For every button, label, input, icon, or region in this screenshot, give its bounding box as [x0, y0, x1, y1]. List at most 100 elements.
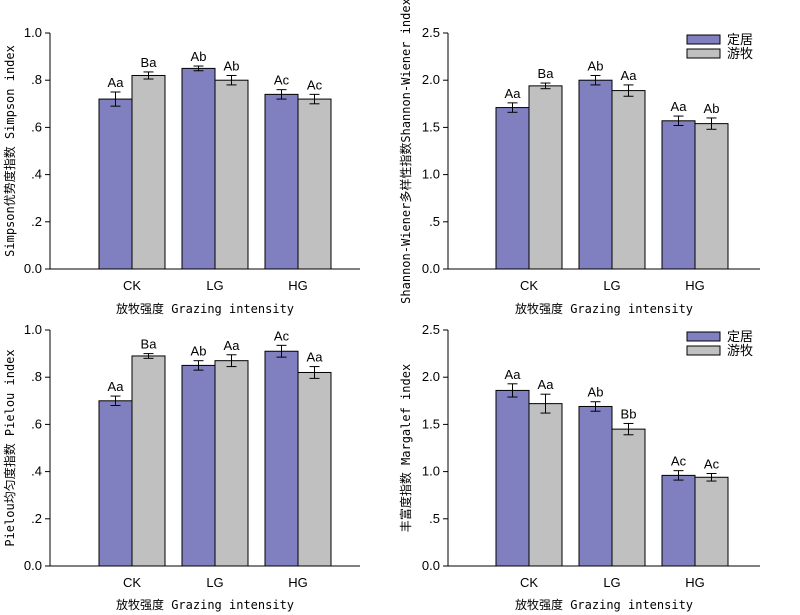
y-tick-label: .4 [31, 167, 42, 182]
significance-label: Aa [307, 350, 324, 365]
x-tick-label: LG [603, 575, 620, 590]
legend-swatch [686, 345, 721, 356]
panel-simpson: 0.0 .2 .4 .6 .8 1.0 Aa Ba CK Ab Ab LG Ac Ac HG 放牧强度 Gra… [2, 25, 360, 316]
y-axis-title: 丰富度指数 Margalef index [398, 364, 413, 532]
bar [578, 405, 613, 567]
bar [181, 364, 216, 567]
x-axis-title: 放牧强度 Grazing intensity [116, 597, 294, 612]
significance-label: Ab [224, 58, 240, 73]
significance-label: Bb [621, 406, 637, 421]
bar [694, 476, 729, 567]
bar [264, 350, 299, 567]
y-tick-label: 1.0 [24, 25, 42, 40]
y-tick-label: 0.0 [422, 558, 440, 573]
legend-label: 游牧 [727, 47, 753, 62]
legend-swatch [686, 331, 721, 342]
legend-label: 定居 [727, 33, 753, 48]
significance-label: Ac [274, 328, 290, 343]
bar [214, 360, 249, 567]
x-tick-label: HG [685, 575, 705, 590]
x-tick-label: CK [520, 575, 538, 590]
y-tick-label: 0.0 [24, 261, 42, 276]
y-tick-label: .2 [31, 511, 42, 526]
significance-label: Ab [588, 385, 604, 400]
y-tick-label: 1.0 [422, 167, 440, 182]
legend-swatch [686, 48, 721, 59]
bar [661, 120, 696, 270]
bar [611, 90, 646, 270]
x-tick-label: HG [288, 575, 308, 590]
significance-label: Aa [505, 86, 522, 101]
x-tick-label: HG [685, 278, 705, 293]
significance-label: Ba [141, 55, 158, 70]
significance-label: Ac [704, 456, 720, 471]
legend-label: 定居 [727, 330, 753, 345]
bar [98, 400, 133, 567]
y-axis-title: Pielou均匀度指数 Pielou index [2, 349, 17, 546]
y-tick-label: 2.5 [422, 322, 440, 337]
bar [495, 389, 530, 567]
bar [611, 428, 646, 567]
significance-label: Aa [108, 379, 125, 394]
bar [528, 403, 563, 567]
significance-label: Aa [671, 99, 688, 114]
x-axis-title: 放牧强度 Grazing intensity [116, 301, 294, 316]
y-tick-label: .5 [429, 511, 440, 526]
significance-label: Ab [191, 49, 207, 64]
significance-label: Ba [538, 66, 555, 81]
significance-label: Aa [224, 338, 241, 353]
significance-label: Ac [307, 77, 323, 92]
x-tick-label: LG [206, 575, 223, 590]
bar [297, 371, 332, 567]
legend-label: 游牧 [727, 344, 753, 359]
significance-label: Ab [588, 58, 604, 73]
y-tick-label: 1.0 [24, 322, 42, 337]
significance-label: Ab [191, 344, 207, 359]
x-tick-label: CK [123, 575, 141, 590]
y-tick-label: 1.5 [422, 416, 440, 431]
y-tick-label: .8 [31, 369, 42, 384]
legend-swatch [686, 34, 721, 45]
y-tick-label: .4 [31, 464, 42, 479]
significance-label: Ba [141, 337, 158, 352]
bar [214, 79, 249, 270]
significance-label: Ab [704, 101, 720, 116]
x-axis-title: 放牧强度 Grazing intensity [515, 301, 693, 316]
significance-label: Aa [505, 367, 522, 382]
y-axis-title: Shannon-Wiener多样性指数Shannon-Wiener index [398, 0, 413, 304]
y-tick-label: .6 [31, 119, 42, 134]
bar [661, 474, 696, 567]
x-tick-label: CK [123, 278, 141, 293]
bar [131, 355, 166, 567]
panel-pielou: 0.0 .2 .4 .6 .8 1.0 Aa Ba CK Ab Aa LG Ac Aa HG 放牧强度 Gra… [2, 322, 360, 612]
y-tick-label: 2.0 [422, 369, 440, 384]
y-tick-label: 0.0 [24, 558, 42, 573]
bar [181, 67, 216, 270]
y-tick-label: 0.0 [422, 261, 440, 276]
x-tick-label: LG [206, 278, 223, 293]
x-tick-label: CK [520, 278, 538, 293]
x-tick-label: LG [603, 278, 620, 293]
significance-label: Ac [671, 454, 687, 469]
bar [694, 123, 729, 270]
y-tick-label: .2 [31, 214, 42, 229]
bar [297, 98, 332, 270]
significance-label: Aa [108, 75, 125, 90]
x-axis-title: 放牧强度 Grazing intensity [515, 597, 693, 612]
y-tick-label: 1.5 [422, 119, 440, 134]
y-tick-label: 1.0 [422, 464, 440, 479]
bar [131, 74, 166, 270]
panel-shannon: 0.0 .5 1.0 1.5 2.0 2.5 Aa Ba CK Ab Aa LG Aa Ab HG 放牧强度 … [398, 0, 760, 316]
x-tick-label: HG [288, 278, 308, 293]
significance-label: Ac [274, 73, 290, 88]
bar [528, 85, 563, 270]
y-tick-label: 2.5 [422, 25, 440, 40]
significance-label: Aa [621, 68, 638, 83]
bar [264, 93, 299, 270]
bar [495, 107, 530, 270]
y-tick-label: .6 [31, 416, 42, 431]
y-tick-label: .5 [429, 214, 440, 229]
bar [578, 79, 613, 270]
y-tick-label: .8 [31, 72, 42, 87]
